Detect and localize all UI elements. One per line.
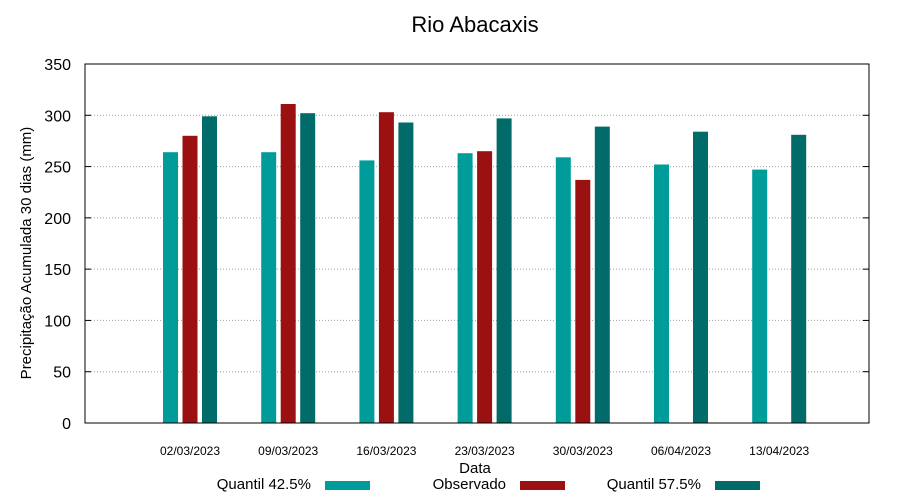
x-axis-ticks: 02/03/2023 09/03/2023 16/03/2023 23/03/2023… [160, 444, 810, 458]
y-tick-label: 350 [44, 57, 71, 74]
x-axis-label: Data [459, 460, 491, 477]
x-tick-label: 06/04/2023 [651, 444, 711, 458]
y-axis-ticks: 0 50 100 150 200 250 300 350 [44, 57, 869, 433]
y-tick-label: 100 [44, 313, 71, 330]
legend-label: Quantil 42.5% [217, 476, 311, 493]
bar [378, 112, 394, 423]
bar [594, 126, 610, 423]
legend-swatch [520, 481, 565, 490]
plot-frame [84, 63, 870, 424]
bar [693, 131, 708, 423]
bar [202, 116, 217, 424]
y-tick-label: 50 [53, 365, 71, 382]
y-tick-label: 250 [44, 160, 71, 177]
bar [555, 157, 571, 424]
bar [182, 135, 198, 424]
bar [575, 179, 591, 423]
x-tick-label: 09/03/2023 [258, 444, 318, 458]
chart-title: Rio Abacaxis [411, 12, 538, 37]
bar [496, 118, 512, 424]
bar [791, 134, 807, 424]
bar [752, 169, 768, 423]
y-tick-label: 150 [44, 262, 71, 279]
y-tick-label: 0 [62, 416, 71, 433]
bar [398, 122, 414, 423]
x-tick-label: 30/03/2023 [553, 444, 613, 458]
y-tick-label: 300 [44, 108, 71, 125]
bar [163, 152, 178, 423]
bar [300, 113, 316, 423]
legend-swatch [715, 481, 760, 490]
legend-label: Observado [433, 476, 506, 493]
x-tick-label: 23/03/2023 [455, 444, 515, 458]
bar [457, 153, 473, 423]
bar [477, 151, 493, 423]
bar [359, 160, 375, 423]
legend: Quantil 42.5% Observado Quantil 57.5% [217, 476, 760, 493]
legend-swatch [325, 481, 370, 490]
bar [261, 152, 277, 423]
bars [163, 104, 807, 424]
x-tick-label: 16/03/2023 [356, 444, 416, 458]
legend-label: Quantil 57.5% [607, 476, 701, 493]
y-axis-label: Precipitação Acumulada 30 dias (mm) [18, 127, 35, 380]
y-tick-label: 200 [44, 211, 71, 228]
bar [280, 104, 296, 423]
x-tick-label: 13/04/2023 [749, 444, 809, 458]
bar [654, 164, 669, 423]
x-tick-label: 02/03/2023 [160, 444, 220, 458]
